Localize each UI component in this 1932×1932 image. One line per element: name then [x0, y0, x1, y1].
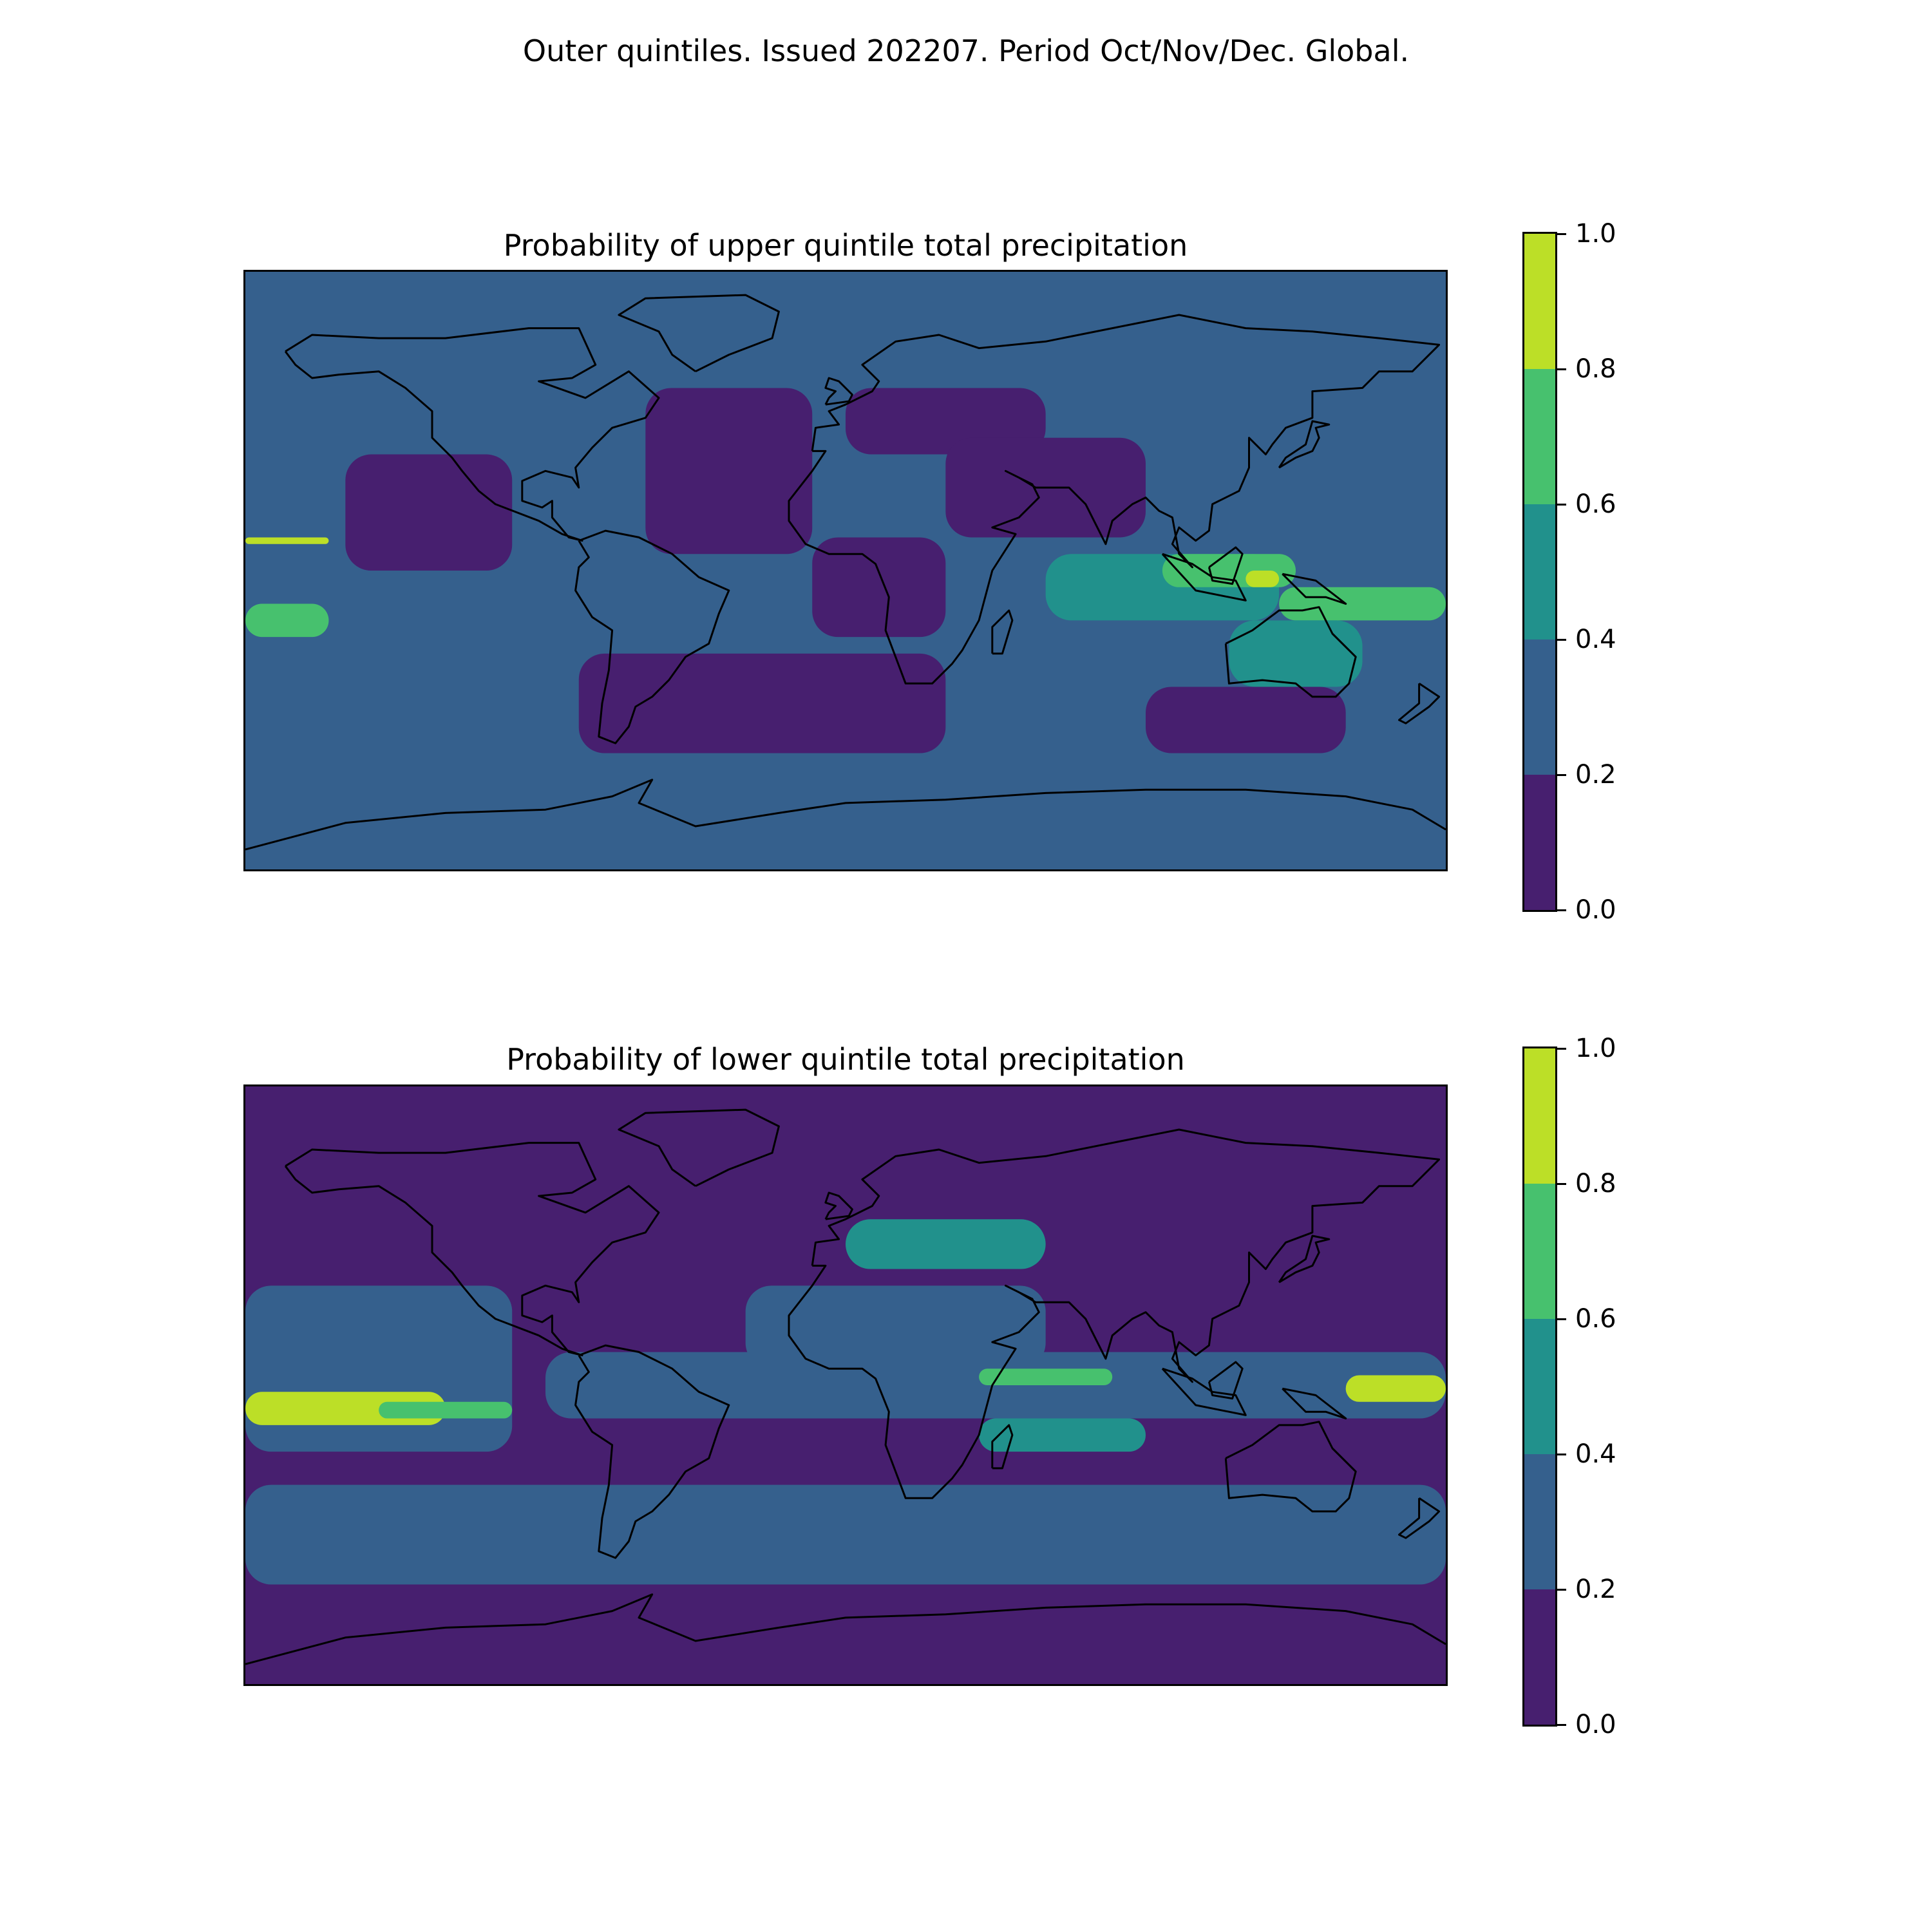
probability-region-3: [245, 1285, 513, 1452]
colorbar-tick: [1557, 1588, 1566, 1591]
colorbar-segment: [1524, 1454, 1555, 1589]
colorbar-segment: [1524, 504, 1555, 639]
coast-south-america: [574, 529, 730, 744]
probability-region-1: [645, 388, 813, 554]
probability-region-13: [245, 537, 329, 544]
colorbar-tick: [1557, 638, 1566, 641]
colorbar-segment: [1524, 234, 1555, 369]
probability-region-9: [1229, 620, 1363, 687]
coast-new-zealand: [1398, 683, 1441, 724]
colorbar-tick-label: 0.6: [1575, 489, 1616, 519]
colorbar-tick: [1557, 1453, 1566, 1455]
probability-region-1: [745, 1285, 1046, 1369]
colorbar-tick: [1557, 1182, 1566, 1185]
lower-map-title: Probability of lower quintile total prec…: [506, 1042, 1185, 1077]
probability-region-6: [979, 1368, 1113, 1385]
colorbar-tick: [1557, 232, 1566, 235]
coast-eurasia-africa: [788, 314, 1441, 685]
colorbar-tick: [1557, 1047, 1566, 1050]
coast-british-isles: [824, 377, 853, 406]
probability-region-8: [1279, 587, 1446, 621]
coast-australia: [1224, 606, 1357, 698]
colorbar-segment: [1524, 369, 1555, 504]
coast-japan: [1278, 420, 1331, 469]
colorbar-tick-label: 0.4: [1575, 1439, 1616, 1469]
colorbar-segment: [1524, 775, 1555, 910]
map-canvas: [245, 272, 1446, 869]
coast-new-guinea: [1282, 573, 1347, 605]
coast-madagascar: [991, 609, 1014, 655]
colorbar-segment: [1524, 1589, 1555, 1725]
coast-australia: [1224, 1421, 1357, 1513]
coast-north-america: [284, 1142, 660, 1357]
probability-region-0: [245, 1484, 1446, 1585]
colorbar-tick: [1557, 368, 1566, 370]
coast-madagascar: [991, 1424, 1014, 1470]
coast-borneo: [1208, 546, 1244, 585]
upper-colorbar: [1522, 232, 1557, 912]
lower-colorbar: [1522, 1046, 1557, 1727]
colorbar-segment: [1524, 1048, 1555, 1184]
colorbar-tick: [1557, 1723, 1566, 1726]
coast-new-zealand: [1398, 1497, 1441, 1539]
colorbar-tick-label: 0.6: [1575, 1304, 1616, 1334]
coast-eurasia-africa: [788, 1128, 1441, 1499]
colorbar-tick: [1557, 909, 1566, 911]
upper-quintile-map: [243, 270, 1448, 871]
coast-greenland: [618, 1108, 780, 1188]
coast-antarctica: [245, 779, 1446, 851]
probability-region-9: [979, 1418, 1146, 1452]
coast-north-america: [284, 327, 660, 542]
colorbar-segment: [1524, 1184, 1555, 1319]
colorbar-tick-label: 0.8: [1575, 1169, 1616, 1198]
colorbar-tick-label: 0.0: [1575, 1710, 1616, 1739]
probability-region-12: [245, 603, 329, 638]
coast-japan: [1278, 1235, 1331, 1283]
probability-region-11: [1245, 571, 1280, 587]
coast-british-isles: [824, 1191, 853, 1220]
colorbar-tick-label: 0.2: [1575, 760, 1616, 790]
colorbar-tick: [1557, 773, 1566, 776]
coast-south-america: [574, 1344, 730, 1559]
colorbar-tick: [1557, 1318, 1566, 1320]
probability-region-3: [578, 653, 946, 753]
colorbar-tick-label: 1.0: [1575, 1034, 1616, 1063]
colorbar-tick-label: 0.8: [1575, 354, 1616, 384]
coast-indonesia: [1161, 1367, 1247, 1416]
coast-borneo: [1208, 1361, 1244, 1400]
colorbar-tick-label: 0.4: [1575, 625, 1616, 654]
probability-region-0: [345, 454, 513, 571]
map-canvas: [245, 1086, 1446, 1684]
lower-quintile-map: [243, 1084, 1448, 1686]
coast-new-guinea: [1282, 1387, 1347, 1420]
colorbar-segment: [1524, 1319, 1555, 1454]
coast-antarctica: [245, 1593, 1446, 1665]
colorbar-segment: [1524, 639, 1555, 775]
probability-region-4: [1146, 687, 1346, 753]
probability-region-8: [846, 1219, 1046, 1269]
probability-region-2: [812, 537, 946, 638]
figure-title: Outer quintiles. Issued 202207. Period O…: [522, 33, 1410, 68]
colorbar-tick-label: 0.2: [1575, 1575, 1616, 1604]
probability-region-7: [1345, 1375, 1446, 1402]
colorbar-tick-label: 0.0: [1575, 895, 1616, 925]
colorbar-tick: [1557, 503, 1566, 506]
upper-map-title: Probability of upper quintile total prec…: [503, 228, 1188, 263]
coast-indonesia: [1161, 553, 1247, 601]
probability-region-5: [379, 1401, 513, 1419]
coast-greenland: [618, 294, 780, 373]
colorbar-tick-label: 1.0: [1575, 219, 1616, 249]
